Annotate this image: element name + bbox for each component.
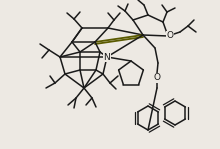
Text: O: O	[154, 73, 161, 83]
Text: N: N	[104, 52, 110, 62]
Text: O: O	[167, 31, 174, 41]
